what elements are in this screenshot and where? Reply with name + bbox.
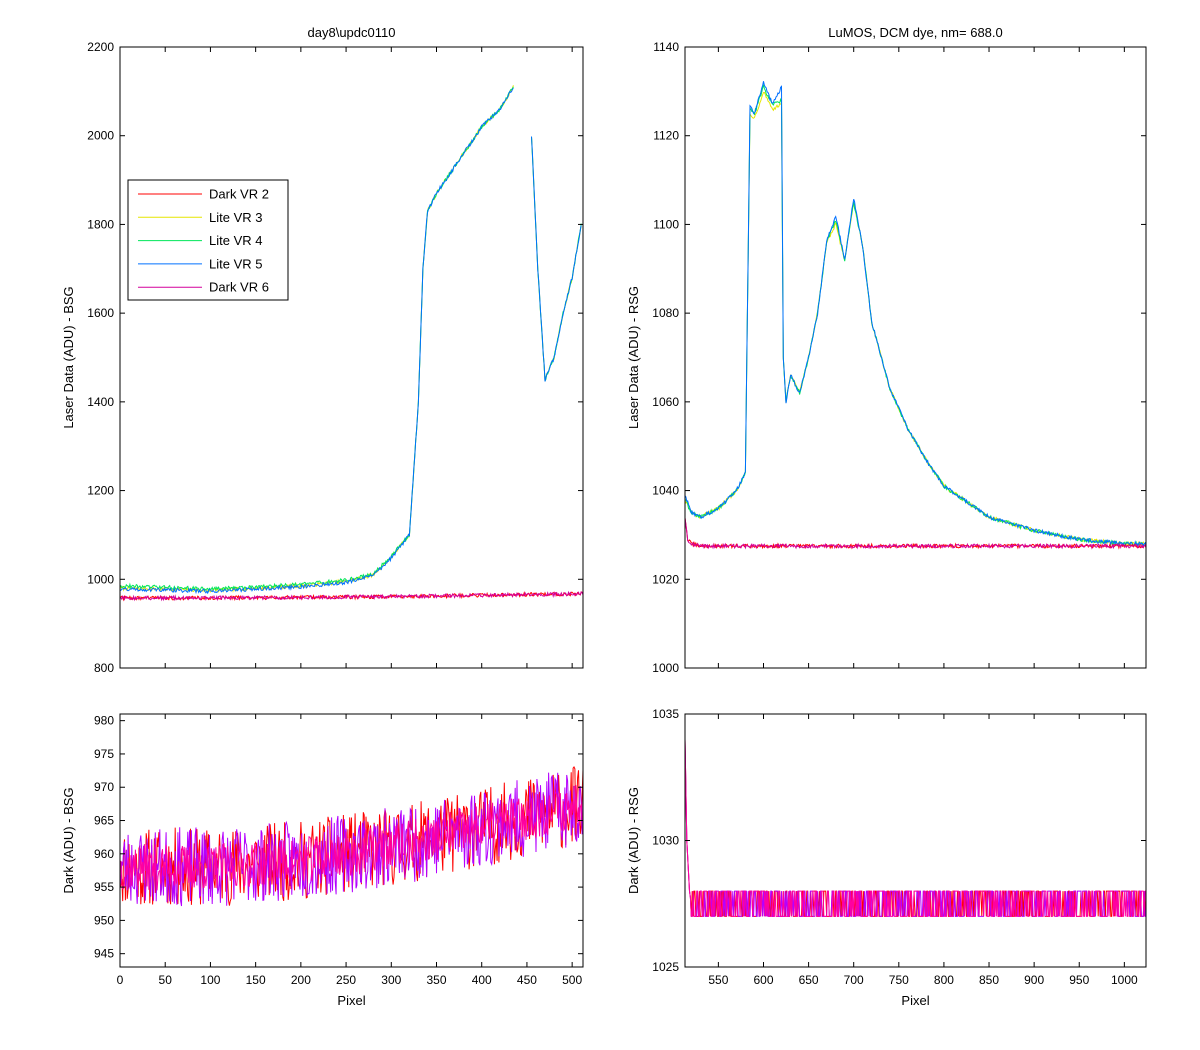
laser-rsg-title: LuMOS, DCM dye, nm= 688.0 bbox=[828, 25, 1003, 40]
x-tick-label: 600 bbox=[753, 973, 773, 987]
legend: Dark VR 2 Lite VR 3 Lite VR 4 Lite VR 5 … bbox=[127, 179, 289, 301]
laser-bsg-panel: day8\updc0110 Laser Data (ADU) - BSG 800… bbox=[61, 25, 584, 675]
y-tick-label: 1400 bbox=[87, 395, 114, 409]
y-tick-label: 1200 bbox=[87, 484, 114, 498]
y-tick-label: 1600 bbox=[87, 306, 114, 320]
series-line bbox=[685, 739, 1146, 917]
y-tick-label: 1120 bbox=[653, 129, 679, 143]
legend-label: Lite VR 5 bbox=[209, 256, 262, 271]
legend-box bbox=[127, 179, 289, 301]
legend-entry: Lite VR 4 bbox=[138, 233, 262, 248]
x-tick-label: 850 bbox=[979, 973, 999, 987]
y-tick-label: 1000 bbox=[87, 572, 114, 586]
series-line bbox=[120, 766, 583, 906]
plot-area bbox=[685, 47, 1146, 668]
x-tick-label: 50 bbox=[159, 973, 173, 987]
x-tick-label: 950 bbox=[1069, 973, 1089, 987]
legend-label: Lite VR 4 bbox=[209, 233, 262, 248]
x-tick-label: 750 bbox=[889, 973, 909, 987]
legend-entry: Lite VR 3 bbox=[138, 210, 262, 225]
series-line bbox=[685, 517, 1146, 550]
y-tick-label: 980 bbox=[94, 714, 114, 728]
x-tick-label: 150 bbox=[246, 973, 266, 987]
y-tick-label: 1035 bbox=[652, 707, 679, 721]
legend-label: Dark VR 2 bbox=[209, 187, 269, 202]
laser-rsg-panel: LuMOS, DCM dye, nm= 688.0 Laser Data (AD… bbox=[626, 25, 1147, 675]
x-tick-label: 800 bbox=[934, 973, 954, 987]
x-tick-label: 400 bbox=[472, 973, 492, 987]
laser-rsg-ylabel: Laser Data (ADU) - RSG bbox=[626, 286, 641, 429]
y-tick-label: 1025 bbox=[652, 960, 679, 974]
x-tick-label: 450 bbox=[517, 973, 537, 987]
dark-bsg-ylabel: Dark (ADU) - BSG bbox=[61, 787, 76, 893]
axes-frame bbox=[119, 713, 584, 968]
legend-label: Lite VR 3 bbox=[209, 210, 262, 225]
series-line bbox=[120, 590, 583, 602]
y-tick-label: 950 bbox=[94, 913, 114, 927]
legend-entry: Dark VR 2 bbox=[138, 187, 269, 202]
y-tick-label: 1000 bbox=[652, 661, 679, 675]
x-tick-label: 700 bbox=[844, 973, 864, 987]
x-tick-label: 500 bbox=[562, 973, 582, 987]
y-tick-label: 1140 bbox=[653, 40, 679, 54]
y-tick-label: 1060 bbox=[652, 395, 679, 409]
y-tick-label: 1800 bbox=[87, 217, 114, 231]
y-tick-label: 960 bbox=[94, 847, 114, 861]
y-tick-label: 970 bbox=[94, 780, 114, 794]
x-tick-label: 250 bbox=[336, 973, 356, 987]
dark-bsg-panel: Pixel Dark (ADU) - BSG 0 50 100 150 200 250 30… bbox=[61, 713, 584, 1008]
laser-bsg-title: day8\updc0110 bbox=[308, 25, 396, 40]
y-tick-label: 1030 bbox=[652, 834, 679, 848]
y-tick-label: 975 bbox=[94, 747, 114, 761]
x-tick-label: 0 bbox=[117, 973, 124, 987]
series-line bbox=[120, 87, 514, 595]
series-line bbox=[120, 785, 583, 891]
x-tick-label: 900 bbox=[1024, 973, 1044, 987]
y-tick-label: 2000 bbox=[87, 129, 114, 143]
axes-frame bbox=[684, 46, 1147, 669]
dark-rsg-xlabel: Pixel bbox=[901, 993, 929, 1008]
plot-area bbox=[120, 47, 583, 668]
y-tick-label: 1100 bbox=[653, 217, 679, 231]
x-tick-label: 550 bbox=[708, 973, 728, 987]
x-tick-label: 300 bbox=[381, 973, 401, 987]
dark-rsg-panel: Pixel Dark (ADU) - RSG 550 600 650 700 750 80… bbox=[626, 707, 1147, 1008]
y-tick-label: 945 bbox=[94, 947, 114, 961]
plot-area bbox=[685, 714, 1146, 967]
legend-label: Dark VR 6 bbox=[209, 280, 269, 295]
axes-frame bbox=[119, 46, 584, 669]
dark-bsg-xlabel: Pixel bbox=[337, 993, 365, 1008]
laser-bsg-ylabel: Laser Data (ADU) - BSG bbox=[61, 286, 76, 428]
y-tick-label: 2200 bbox=[87, 40, 114, 54]
y-tick-label: 965 bbox=[94, 814, 114, 828]
legend-entry: Lite VR 5 bbox=[138, 256, 262, 271]
series-line bbox=[685, 81, 1146, 547]
x-tick-label: 100 bbox=[200, 973, 220, 987]
x-tick-label: 200 bbox=[291, 973, 311, 987]
y-tick-label: 800 bbox=[94, 661, 114, 675]
series-line bbox=[531, 136, 582, 382]
x-tick-label: 650 bbox=[799, 973, 819, 987]
legend-entry: Dark VR 6 bbox=[138, 280, 269, 295]
y-tick-label: 1080 bbox=[652, 306, 679, 320]
y-tick-label: 1040 bbox=[652, 484, 679, 498]
y-tick-label: 1020 bbox=[652, 572, 679, 586]
y-tick-label: 955 bbox=[94, 880, 114, 894]
dark-rsg-ylabel: Dark (ADU) - RSG bbox=[626, 787, 641, 894]
x-tick-label: 350 bbox=[426, 973, 446, 987]
x-tick-label: 1000 bbox=[1111, 973, 1138, 987]
